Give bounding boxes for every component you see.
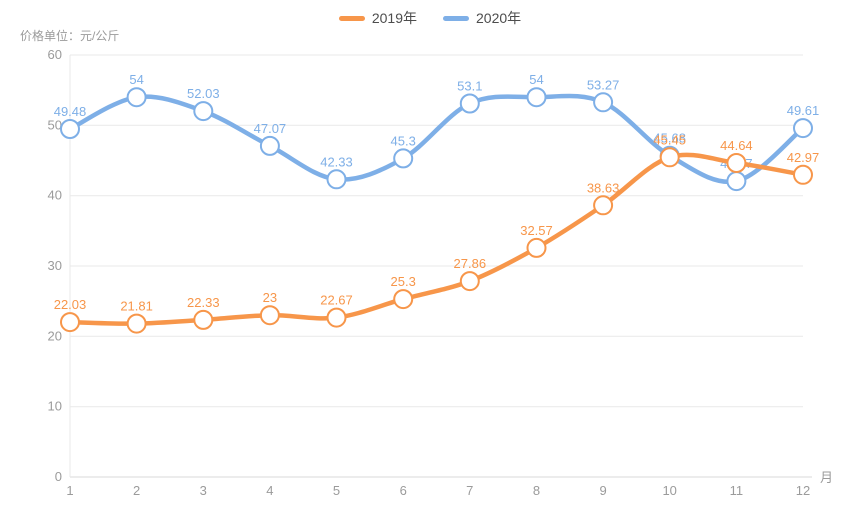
data-point-label: 53.1: [457, 79, 482, 94]
data-point-label: 27.86: [454, 256, 487, 271]
series-2019年: 22.03 21.81 22.33 23 22.67 25.3 27.86 32.57 38.6…: [54, 132, 820, 334]
data-point-label: 52.03: [187, 86, 220, 101]
data-point-marker[interactable]: [459, 271, 480, 292]
x-tick-label: 12: [796, 483, 810, 498]
data-point-label: 42.33: [320, 154, 353, 169]
data-point-marker[interactable]: [393, 148, 414, 169]
data-point-label: 22.67: [320, 293, 353, 308]
x-tick-label: 9: [599, 483, 606, 498]
data-point-marker[interactable]: [193, 101, 214, 122]
x-tick-label: 11: [730, 483, 744, 498]
data-point-label: 54: [129, 72, 143, 87]
x-tick-label: 3: [200, 483, 207, 498]
data-point-label: 22.33: [187, 295, 220, 310]
x-tick-label: 6: [400, 483, 407, 498]
x-tick-label: 1: [66, 483, 73, 498]
data-point-label: 42.97: [787, 150, 820, 165]
data-point-marker[interactable]: [593, 92, 614, 113]
data-point-marker[interactable]: [60, 312, 80, 333]
data-point-label: 45.3: [391, 133, 416, 148]
data-point-label: 54: [529, 72, 543, 87]
series-line: [67, 152, 806, 326]
y-axis-unit-label: 价格单位：元/公斤: [20, 29, 120, 43]
x-tick-label: 4: [266, 483, 273, 498]
data-point-label: 49.61: [787, 103, 820, 118]
data-point-label: 22.03: [54, 297, 87, 312]
data-point-label: 49.48: [54, 104, 87, 119]
data-point-label: 21.81: [120, 299, 153, 314]
data-point-marker[interactable]: [793, 118, 813, 139]
x-tick-label: 7: [466, 483, 473, 498]
chart-legend: 2019年 2020年: [0, 8, 860, 28]
y-tick-label: 50: [48, 117, 62, 132]
data-point-label: 44.64: [720, 138, 753, 153]
series-line: [67, 93, 806, 185]
data-point-label: 45.68: [653, 131, 686, 146]
data-point-marker[interactable]: [593, 195, 614, 216]
data-point-marker[interactable]: [326, 307, 347, 328]
data-point-marker[interactable]: [526, 237, 547, 258]
data-point-label: 38.63: [587, 180, 620, 195]
data-point-marker[interactable]: [659, 147, 680, 168]
x-tick-label: 5: [333, 483, 340, 498]
legend-swatch-2019-icon: [338, 15, 365, 21]
data-point-marker[interactable]: [726, 153, 747, 173]
data-point-label: 25.3: [391, 274, 416, 289]
data-point-marker[interactable]: [326, 169, 347, 190]
y-tick-label: 10: [48, 399, 62, 414]
x-tick-label: 8: [533, 483, 540, 498]
legend-item-2020[interactable]: 2020年: [443, 8, 521, 28]
data-point-marker[interactable]: [193, 309, 214, 330]
legend-label-2019: 2019年: [371, 10, 417, 26]
x-axis-name: 月: [820, 470, 833, 485]
data-point-label: 32.57: [520, 223, 553, 238]
y-tick-label: 0: [55, 469, 62, 484]
y-tick-label: 60: [48, 47, 62, 62]
y-tick-label: 20: [48, 328, 62, 343]
x-tick-label: 2: [133, 483, 140, 498]
y-tick-label: 30: [48, 258, 62, 273]
y-tick-label: 40: [48, 188, 62, 203]
data-point-marker[interactable]: [259, 135, 280, 156]
data-point-label: 23: [263, 290, 277, 305]
x-tick-label: 10: [662, 483, 676, 498]
data-point-marker[interactable]: [459, 93, 480, 114]
data-point-marker[interactable]: [126, 87, 147, 108]
data-point-marker[interactable]: [60, 119, 80, 139]
data-point-marker[interactable]: [259, 305, 280, 326]
data-point-marker[interactable]: [793, 164, 813, 185]
data-point-marker[interactable]: [726, 171, 747, 192]
data-point-marker[interactable]: [526, 87, 547, 108]
legend-label-2020: 2020年: [476, 10, 522, 26]
data-point-label: 53.27: [587, 77, 620, 92]
data-point-label: 47.07: [254, 121, 287, 136]
legend-item-2019[interactable]: 2019年: [338, 8, 417, 28]
data-point-label: 45.45: [653, 132, 686, 147]
data-point-marker[interactable]: [393, 289, 414, 310]
series-2020年: 49.48 54 52.03 47.07 42.33 45.3 53.1 54 53.27 45.…: [54, 72, 820, 192]
legend-swatch-2020-icon: [443, 15, 469, 21]
data-point-marker[interactable]: [126, 313, 147, 334]
